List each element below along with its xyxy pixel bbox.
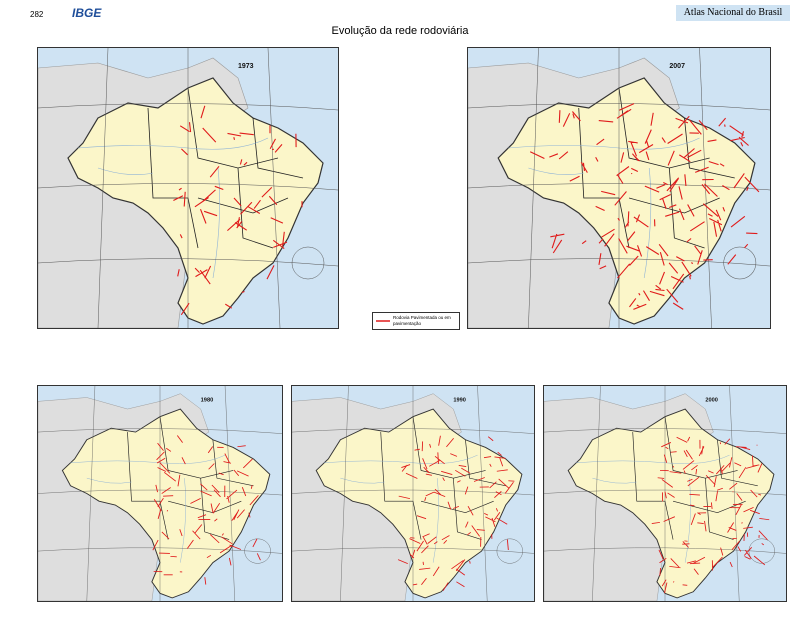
legend-swatch: [376, 320, 390, 322]
roads: [152, 435, 261, 585]
map-canvas: 1980: [38, 386, 282, 601]
page-number: 282: [30, 10, 44, 19]
logo: IBGE: [72, 6, 102, 20]
map: 1973: [37, 47, 339, 329]
basemap: [468, 48, 770, 328]
legend-label: Rodovia Pavimentada ou em pavimentação: [393, 315, 451, 326]
map-year: 1973: [238, 63, 254, 70]
map-canvas: 1973: [38, 48, 338, 328]
map: 1980: [37, 385, 283, 602]
roads: [529, 103, 760, 310]
map-year: 2007: [669, 63, 685, 70]
roads: [173, 105, 303, 316]
map-canvas: 2007: [468, 48, 770, 328]
map-year: 2000: [705, 397, 718, 403]
roads: [651, 436, 770, 594]
atlas-label: Atlas Nacional do Brasil: [676, 5, 790, 21]
basemap: [292, 386, 534, 601]
map-canvas: 2000: [544, 386, 786, 601]
map-year: 1990: [453, 397, 466, 403]
map: 1990: [291, 385, 535, 602]
map: 2007: [467, 47, 771, 329]
page-title: Evolução da rede rodoviária: [331, 25, 469, 37]
basemap: [38, 386, 282, 601]
roads: [397, 435, 515, 591]
map-canvas: 1990: [292, 386, 534, 601]
basemap: [38, 48, 338, 328]
map-year: 1980: [201, 397, 214, 403]
legend: Rodovia Pavimentada ou em pavimentação: [372, 312, 460, 330]
map: 2000: [543, 385, 787, 602]
